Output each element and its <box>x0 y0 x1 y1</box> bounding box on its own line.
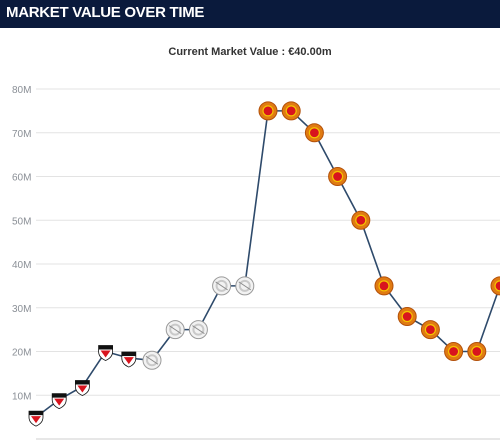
y-tick-label: 10M <box>12 391 31 402</box>
crest-ring <box>215 279 228 292</box>
crest-band <box>121 352 136 357</box>
crest-center <box>285 105 297 117</box>
crest-band <box>98 345 113 350</box>
crest-ring <box>169 323 182 336</box>
crest-sash <box>168 325 182 335</box>
crest-center <box>494 280 500 292</box>
chart-header: MARKET VALUE OVER TIME <box>0 0 500 28</box>
crest-center <box>332 170 344 183</box>
crest-band <box>52 393 67 398</box>
y-tick-label: 70M <box>12 129 31 140</box>
crest-ring <box>146 354 158 367</box>
crest-ring <box>192 323 205 336</box>
crest-center <box>401 310 413 323</box>
y-tick-label: 80M <box>12 85 31 96</box>
crest-ring <box>238 279 251 292</box>
chart-title: Current Market Value : €40.00m <box>168 46 332 58</box>
y-tick-label: 30M <box>12 304 31 315</box>
crest-sash <box>215 281 228 291</box>
crest-sash <box>192 325 205 335</box>
crest-band <box>29 411 43 416</box>
crest-center <box>378 280 390 292</box>
crest-center <box>471 345 483 358</box>
y-tick-label: 60M <box>12 173 31 184</box>
crest-stripe <box>77 385 88 393</box>
crest-band <box>75 380 90 385</box>
y-tick-label: 50M <box>12 216 31 227</box>
crest-sash <box>238 281 252 291</box>
crest-center <box>308 127 320 139</box>
crest-center <box>355 214 367 226</box>
y-tick-label: 20M <box>12 348 31 359</box>
crest-sash <box>145 355 159 365</box>
y-tick-label: 40M <box>12 260 31 271</box>
crest-center <box>448 345 460 358</box>
crest-stripe <box>31 416 41 424</box>
crest-stripe <box>100 350 111 358</box>
header-title: MARKET VALUE OVER TIME <box>6 4 205 21</box>
crest-center <box>424 324 436 336</box>
crest-center <box>262 105 274 117</box>
crest-stripe <box>123 357 134 365</box>
crest-stripe <box>54 398 65 406</box>
